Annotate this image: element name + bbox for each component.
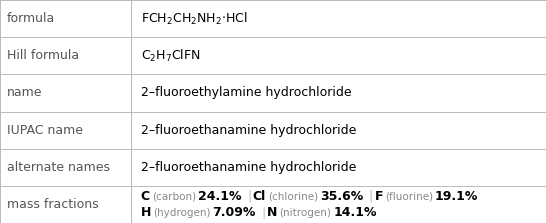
Text: |: |: [262, 206, 266, 219]
Text: (hydrogen): (hydrogen): [153, 208, 210, 218]
Text: Hill formula: Hill formula: [7, 49, 79, 62]
Text: (fluorine): (fluorine): [385, 191, 433, 201]
Text: 2–fluoroethanamine hydrochloride: 2–fluoroethanamine hydrochloride: [141, 161, 356, 174]
Text: name: name: [7, 87, 42, 99]
Text: 2–fluoroethylamine hydrochloride: 2–fluoroethylamine hydrochloride: [141, 87, 352, 99]
Text: Cl: Cl: [253, 190, 266, 203]
Text: mass fractions: mass fractions: [7, 198, 98, 211]
Text: $\mathregular{C_2H_7ClFN}$: $\mathregular{C_2H_7ClFN}$: [141, 48, 200, 64]
Text: 14.1%: 14.1%: [334, 206, 377, 219]
Text: 24.1%: 24.1%: [198, 190, 241, 203]
Text: $\mathregular{FCH_2CH_2NH_2{\cdot}HCl}$: $\mathregular{FCH_2CH_2NH_2{\cdot}HCl}$: [141, 10, 247, 27]
Text: |: |: [247, 190, 251, 203]
Text: C: C: [141, 190, 150, 203]
Text: IUPAC name: IUPAC name: [7, 124, 82, 137]
Text: |: |: [369, 190, 373, 203]
Text: 35.6%: 35.6%: [320, 190, 363, 203]
Text: alternate names: alternate names: [7, 161, 110, 174]
Text: 19.1%: 19.1%: [435, 190, 478, 203]
Text: formula: formula: [7, 12, 55, 25]
Text: (nitrogen): (nitrogen): [280, 208, 331, 218]
Text: (chlorine): (chlorine): [268, 191, 318, 201]
Text: H: H: [141, 206, 151, 219]
Text: 2–fluoroethanamine hydrochloride: 2–fluoroethanamine hydrochloride: [141, 124, 356, 137]
Text: (carbon): (carbon): [152, 191, 196, 201]
Text: F: F: [375, 190, 383, 203]
Text: N: N: [268, 206, 278, 219]
Text: 7.09%: 7.09%: [212, 206, 256, 219]
